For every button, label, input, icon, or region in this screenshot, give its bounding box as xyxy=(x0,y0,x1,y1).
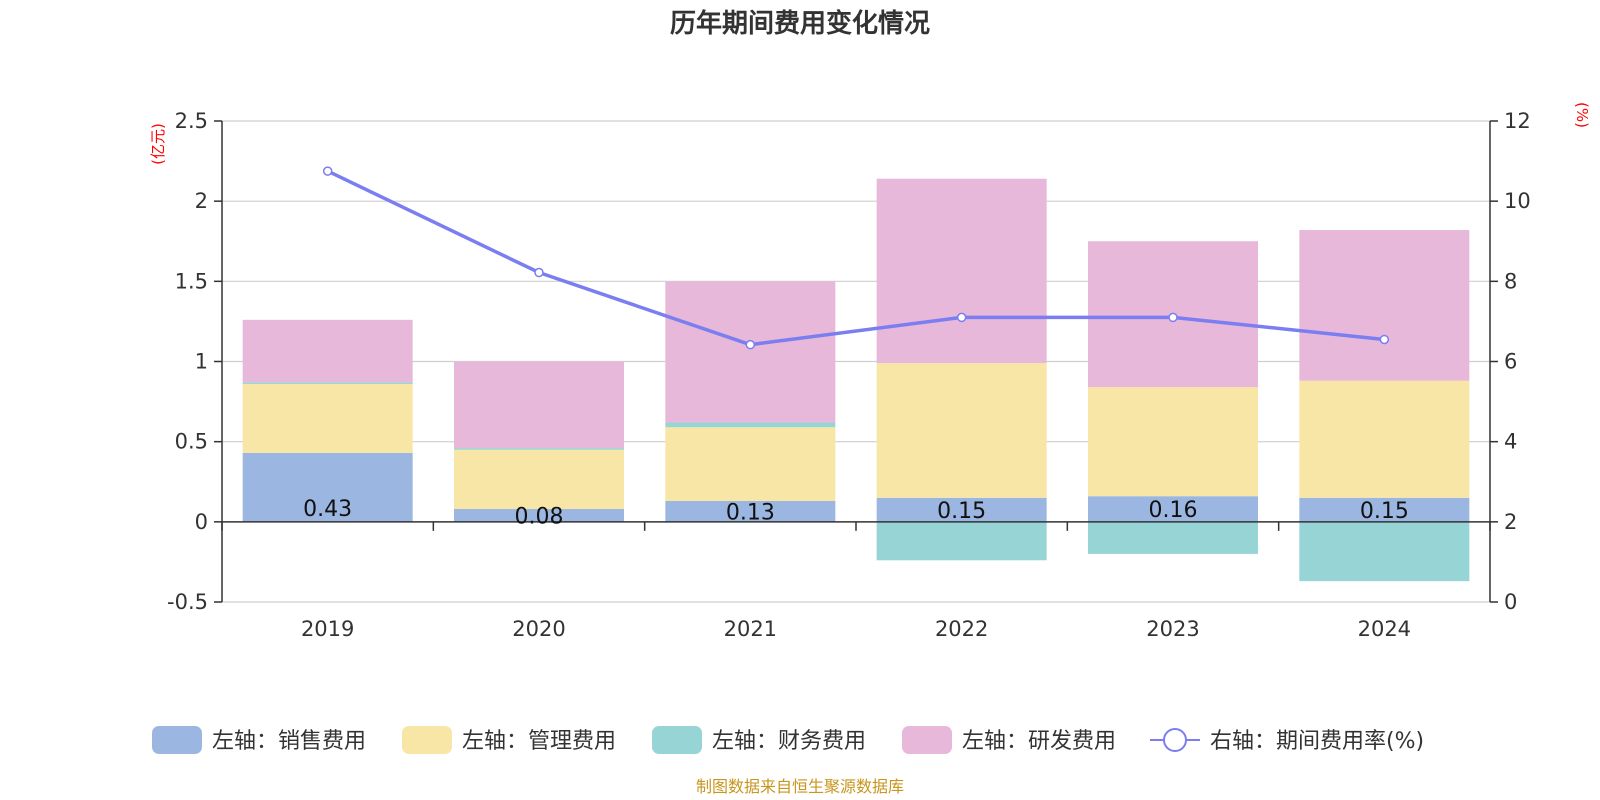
x-axis-label: 2020 xyxy=(512,617,565,641)
legend-swatch xyxy=(152,726,202,754)
bar-左轴：销售费用-2023 xyxy=(1088,496,1258,522)
bar-左轴：财务费用-2024 xyxy=(1299,521,1470,582)
bar-左轴：财务费用-2021 xyxy=(665,422,836,428)
bar-左轴：财务费用-2022 xyxy=(876,521,1047,561)
rate-point xyxy=(534,267,544,278)
data-label: 0.15 xyxy=(937,499,986,524)
legend-label: 右轴：期间费用率(%) xyxy=(1210,729,1424,754)
rate-point xyxy=(956,312,967,323)
left-axis-unit: (亿元) xyxy=(149,123,167,165)
left-axis-tick-label: 0 xyxy=(195,510,208,534)
bar-左轴：财务费用-2023 xyxy=(1088,521,1258,554)
bar-左轴：销售费用-2021 xyxy=(665,500,836,522)
bar-左轴：财务费用-2019 xyxy=(242,382,413,384)
left-axis-tick-label: 0.5 xyxy=(175,430,208,454)
bar-左轴：销售费用-2022 xyxy=(876,497,1047,522)
rate-point xyxy=(1168,312,1178,323)
rate-point xyxy=(322,166,333,176)
bar-左轴：管理费用-2020 xyxy=(454,449,624,510)
bar-左轴：研发费用-2020 xyxy=(454,361,624,449)
left-axis-tick-label: -0.5 xyxy=(167,590,208,614)
bar-左轴：研发费用-2024 xyxy=(1299,230,1470,381)
grid-lines xyxy=(222,120,1490,603)
bar-左轴：研发费用-2022 xyxy=(876,178,1047,364)
chart-title: 历年期间费用变化情况 xyxy=(670,8,930,39)
legend-label: 左轴：销售费用 xyxy=(212,729,366,754)
data-labels: 0.43 0.08 0.13 0.15 0.16 0.15 xyxy=(303,497,1409,530)
bar-左轴：管理费用-2019 xyxy=(242,383,413,453)
x-axis-label: 2022 xyxy=(935,617,988,641)
legend-swatch xyxy=(902,726,952,754)
legend: 左轴：销售费用 左轴：管理费用 左轴：财务费用 左轴：研发费用 右轴：期间费用率(%) xyxy=(152,726,1424,754)
data-label: 0.08 xyxy=(515,504,564,529)
data-label: 0.15 xyxy=(1360,499,1409,524)
source-note: 制图数据来自恒生聚源数据库 xyxy=(696,777,904,796)
x-axis-label: 2019 xyxy=(301,617,354,641)
bars xyxy=(242,178,1470,582)
x-axis-label: 2023 xyxy=(1146,617,1199,641)
left-axis-tick-label: 2.5 xyxy=(175,109,208,133)
x-axis-label: 2024 xyxy=(1358,617,1411,641)
rate-point xyxy=(745,339,756,350)
bar-左轴：研发费用-2019 xyxy=(242,319,413,383)
legend-label: 左轴：研发费用 xyxy=(962,729,1116,754)
left-axis-tick-label: 1.5 xyxy=(175,269,208,293)
rate-line xyxy=(322,166,1390,350)
left-axis-tick-label: 2 xyxy=(195,189,208,213)
bar-左轴：销售费用-2020 xyxy=(454,509,624,522)
left-axis-tick-label: 1 xyxy=(195,350,208,374)
right-axis-tick-label: 4 xyxy=(1504,430,1517,454)
right-axis-tick-label: 12 xyxy=(1504,109,1531,133)
bar-左轴：管理费用-2022 xyxy=(876,363,1047,498)
legend-label: 左轴：财务费用 xyxy=(712,729,866,754)
bar-左轴：研发费用-2021 xyxy=(665,281,836,423)
legend-swatch xyxy=(402,726,452,754)
right-axis-tick-label: 0 xyxy=(1504,590,1517,614)
right-axis-tick-label: 8 xyxy=(1504,269,1517,293)
legend-swatch xyxy=(652,726,702,754)
bar-左轴：销售费用-2024 xyxy=(1299,497,1470,522)
bar-左轴：销售费用-2019 xyxy=(242,452,413,522)
right-axis-tick-label: 10 xyxy=(1504,189,1531,213)
x-axis-label: 2021 xyxy=(724,617,777,641)
rate-line-path xyxy=(326,169,1385,347)
right-axis-tick-label: 2 xyxy=(1504,510,1517,534)
data-label: 0.43 xyxy=(303,497,352,522)
bar-左轴：财务费用-2020 xyxy=(454,448,624,450)
right-axis-unit: (%) xyxy=(1573,102,1591,128)
rate-point xyxy=(1379,334,1390,345)
legend-circle-symbol xyxy=(1163,728,1187,752)
right-axis-tick-label: 6 xyxy=(1504,350,1517,374)
data-label: 0.16 xyxy=(1149,498,1198,523)
axes: -0.5 0 0.5 1 1.5 2 2.5 0 2 4 6 8 10 12 2019 2020 2021 202… xyxy=(167,109,1531,641)
data-label: 0.13 xyxy=(726,500,775,525)
legend-label: 左轴：管理费用 xyxy=(462,729,616,754)
bar-左轴：管理费用-2021 xyxy=(665,427,836,501)
bar-左轴：管理费用-2023 xyxy=(1088,387,1258,497)
bar-左轴：管理费用-2024 xyxy=(1299,380,1470,498)
